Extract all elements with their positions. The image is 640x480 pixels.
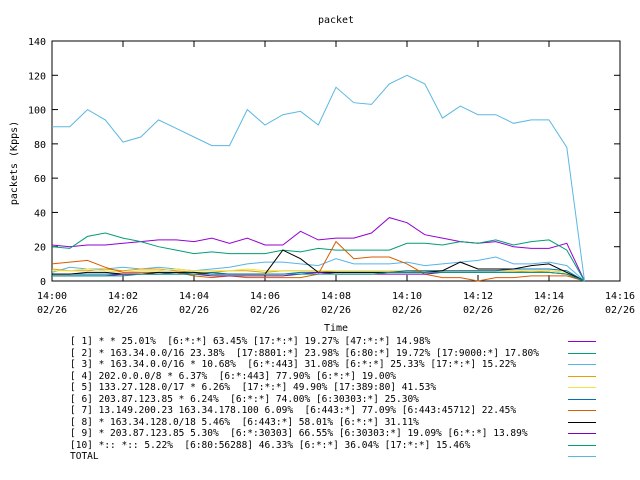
legend-label: [ 7] 13.149.200.23 163.34.178.100 6.09% … (70, 405, 517, 416)
legend-item: [ 2] * 163.34.0.0/16 23.38% [17:8801:*] … (70, 348, 640, 359)
x-tick-time-label: 14:16 (605, 291, 635, 302)
legend-item: [ 4] 202.0.0.0/8 * 6.37% [6:*:443] 77.90… (70, 371, 640, 382)
x-tick-date-label: 02/26 (605, 305, 635, 316)
x-axis: 14:00 02/26 14:02 02/26 14:04 02/26 14:06 02/26… (37, 41, 635, 316)
x-tick-time-label: 14:12 (463, 291, 493, 302)
legend-item: [ 8] * 163.34.128.0/18 5.46% [6:443:*] 5… (70, 417, 640, 428)
legend-swatch (568, 421, 596, 423)
legend-swatch (568, 341, 596, 342)
legend-swatch (568, 444, 596, 446)
y-tick-label: 120 (28, 71, 46, 82)
x-tick-time-label: 14:10 (392, 291, 422, 302)
legend-label: [ 9] * 203.87.123.85 5.30% [6:*:30303] 6… (70, 428, 528, 439)
x-tick-date-label: 02/26 (534, 305, 564, 316)
series-line-10 (52, 271, 585, 282)
y-tick-label: 140 (28, 37, 46, 48)
x-tick-time-label: 14:08 (321, 291, 351, 302)
x-tick-date-label: 02/26 (108, 305, 138, 316)
legend-swatch (568, 433, 596, 434)
y-tick-label: 0 (40, 277, 46, 288)
legend-item: [ 9] * 203.87.123.85 5.30% [6:*:30303] 6… (70, 428, 640, 439)
series-line-11 (52, 74, 585, 282)
x-tick-time-label: 14:02 (108, 291, 138, 302)
series-lines (51, 74, 585, 282)
x-tick-date-label: 02/26 (392, 305, 422, 316)
legend-item: [ 1] * * 25.01% [6:*:*] 63.45% [17:*:*] … (70, 336, 640, 347)
legend-swatch (568, 352, 596, 354)
legend-swatch (568, 375, 596, 377)
legend-label: [ 1] * * 25.01% [6:*:*] 63.45% [17:*:*] … (70, 336, 431, 347)
legend-label: [ 5] 133.27.128.0/17 * 6.26% [17:*:*] 49… (70, 382, 437, 393)
chart-title: packet (318, 15, 354, 26)
legend-label: [ 6] 203.87.123.85 * 6.24% [6:*:*] 74.00… (70, 393, 419, 405)
legend-label: [10] *:: *:: 5.22% [6:80:56288] 46.33% [… (70, 439, 471, 451)
legend-item: [ 7] 13.149.200.23 163.34.178.100 6.09% … (70, 405, 640, 416)
legend-swatch (568, 398, 596, 400)
legend-swatch (568, 364, 596, 365)
y-tick-label: 100 (28, 106, 46, 117)
legend-item: [ 5] 133.27.128.0/17 * 6.26% [17:*:*] 49… (70, 382, 640, 393)
y-axis-label: packets (Kpps) (9, 121, 20, 205)
x-tick-date-label: 02/26 (250, 305, 280, 316)
x-tick-date-label: 02/26 (37, 305, 67, 316)
legend-label: [ 4] 202.0.0.0/8 * 6.37% [6:*:443] 77.90… (70, 370, 397, 382)
x-axis-label: Time (324, 323, 348, 334)
x-tick-date-label: 02/26 (463, 305, 493, 316)
x-tick-time-label: 14:06 (250, 291, 280, 302)
legend-swatch (568, 387, 596, 388)
legend-label: TOTAL (70, 451, 99, 462)
plot-frame (51, 40, 621, 282)
x-tick-time-label: 14:14 (534, 291, 564, 302)
legend-label: [ 3] * 163.34.0.0/16 * 10.68% [6:*:443] … (70, 359, 517, 370)
y-tick-label: 20 (34, 243, 46, 254)
x-tick-time-label: 14:04 (179, 291, 209, 302)
y-tick-label: 60 (34, 174, 46, 185)
series-line-2 (51, 232, 585, 282)
legend-item: [10] *:: *:: 5.22% [6:80:56288] 46.33% [… (70, 440, 640, 451)
y-tick-label: 80 (34, 140, 46, 151)
packet-chart: packet packets (Kpps) Time 0204060801001… (9, 15, 635, 334)
legend-item: [ 6] 203.87.123.85 * 6.24% [6:*:*] 74.00… (70, 394, 640, 405)
x-tick-date-label: 02/26 (321, 305, 351, 316)
x-tick-time-label: 14:00 (37, 291, 67, 302)
y-tick-label: 40 (34, 208, 46, 219)
legend-item: [ 3] * 163.34.0.0/16 * 10.68% [6:*:443] … (70, 359, 640, 370)
legend-item: TOTAL (70, 451, 640, 462)
x-tick-date-label: 02/26 (179, 305, 209, 316)
y-axis: 0 20 40 60 80 100 120 140 (28, 37, 620, 288)
legend-label: [ 2] * 163.34.0.0/16 23.38% [17:8801:*] … (70, 347, 539, 359)
legend-swatch (568, 456, 596, 457)
legend-label: [ 8] * 163.34.128.0/18 5.46% [6:443:*] 5… (70, 416, 419, 428)
legend-swatch (568, 410, 596, 411)
